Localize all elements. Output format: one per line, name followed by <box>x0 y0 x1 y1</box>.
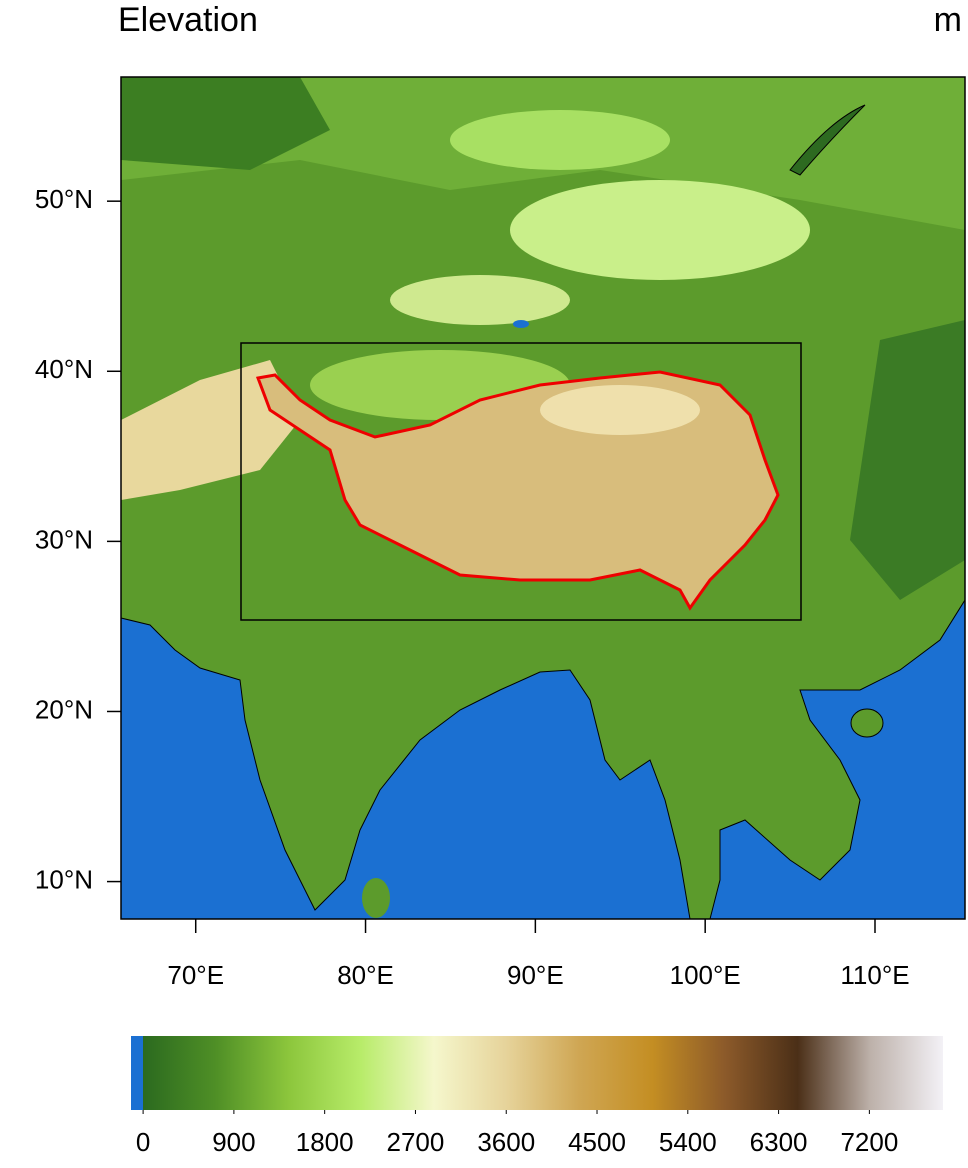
colorbar-label: 2700 <box>387 1127 445 1157</box>
x-tick-label: 80°E <box>337 960 394 990</box>
colorbar-label: 1800 <box>296 1127 354 1157</box>
lake <box>513 320 529 328</box>
colorbar-label: 7200 <box>840 1127 898 1157</box>
y-tick-label: 30°N <box>35 524 93 554</box>
x-tick-label: 90°E <box>507 960 564 990</box>
colorbar-label: 6300 <box>750 1127 808 1157</box>
x-tick-label: 110°E <box>840 960 909 990</box>
x-tick-label: 70°E <box>167 960 224 990</box>
highland <box>450 110 670 170</box>
study-region <box>240 342 802 621</box>
east-china <box>850 320 965 600</box>
indian-ocean <box>121 617 691 919</box>
colorbar-label: 0 <box>136 1127 150 1157</box>
mongolian-plateau <box>510 180 810 280</box>
y-tick-label: 50°N <box>35 184 93 214</box>
sri-lanka <box>362 878 390 918</box>
hainan <box>850 708 884 738</box>
y-tick-label: 10°N <box>35 864 93 894</box>
x-tick-label: 100°E <box>670 960 741 990</box>
tianshan <box>390 275 570 325</box>
map-frame <box>120 76 966 920</box>
unit: m <box>934 1 962 39</box>
west-siberia <box>121 77 330 170</box>
colorbar-label: 5400 <box>659 1127 717 1157</box>
title: Elevation <box>118 1 258 39</box>
colorbar-label: 900 <box>212 1127 255 1157</box>
colorbar-label: 4500 <box>568 1127 626 1157</box>
colorbar <box>131 1036 943 1110</box>
pamir <box>121 360 300 500</box>
colorbar-label: 3600 <box>477 1127 535 1157</box>
map-area <box>121 77 965 919</box>
y-tick-label: 20°N <box>35 694 93 724</box>
south-china-sea <box>709 599 965 919</box>
lake-baikal <box>789 104 866 176</box>
y-tick-label: 40°N <box>35 354 93 384</box>
plateau-north <box>540 385 700 435</box>
